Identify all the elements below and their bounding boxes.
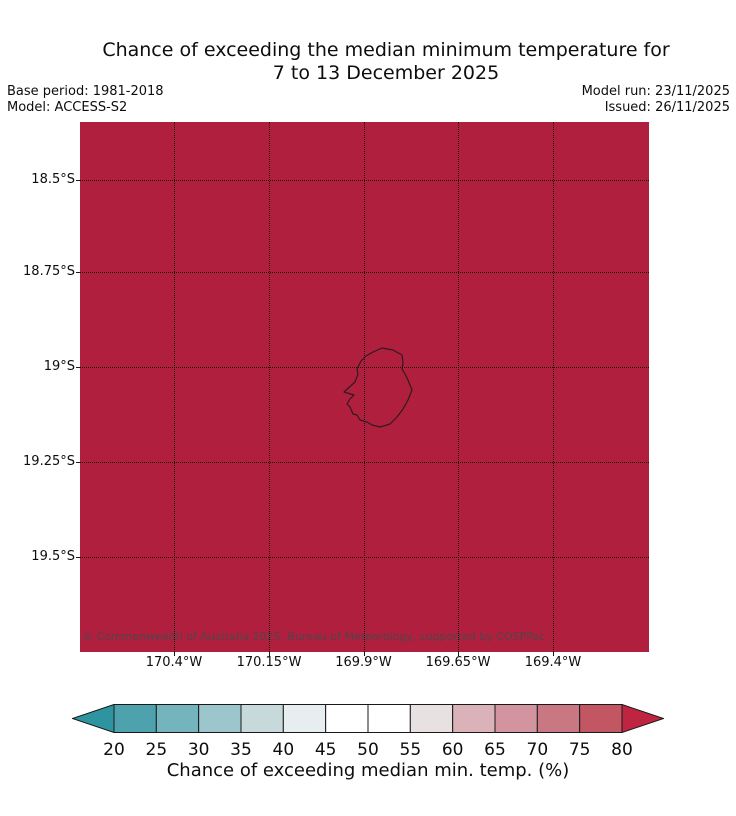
- latitude-label: 18.5°S: [31, 172, 75, 187]
- colorbar-segment: [155, 704, 200, 733]
- colorbar-segment: [198, 704, 242, 733]
- longitude-tick: [269, 652, 270, 656]
- island-outline-niue: [343, 347, 413, 428]
- longitude-tick: [458, 652, 459, 656]
- meridian-gridline: [174, 122, 175, 652]
- colorbar-tick-label: 30: [187, 740, 210, 760]
- longitude-label: 169.9°W: [335, 655, 392, 670]
- title-line-1: Chance of exceeding the median minimum t…: [102, 39, 670, 61]
- colorbar-segment: [113, 704, 157, 733]
- longitude-label: 169.4°W: [524, 655, 582, 670]
- parallel-gridline: [80, 462, 649, 463]
- longitude-tick: [363, 652, 365, 656]
- latitude-tick: [76, 557, 80, 558]
- issued-date-text: Issued: 26/11/2025: [604, 100, 730, 115]
- latitude-label: 18.75°S: [23, 264, 75, 279]
- colorbar-tick-label: 65: [484, 740, 506, 760]
- colorbar-tick-label: 60: [441, 740, 464, 760]
- longitude-tick: [553, 652, 554, 656]
- colorbar-over-arrow: [621, 704, 664, 733]
- colorbar-segment: [452, 704, 496, 733]
- latitude-label: 19.5°S: [31, 549, 75, 564]
- colorbar-tick-label: 40: [272, 740, 295, 760]
- longitude-tick: [174, 652, 175, 656]
- title-line-2: 7 to 13 December 2025: [272, 62, 500, 84]
- parallel-gridline: [80, 272, 649, 273]
- parallel-gridline: [80, 557, 649, 558]
- meridian-gridline: [363, 122, 365, 652]
- meridian-gridline: [553, 122, 554, 652]
- latitude-tick: [76, 462, 80, 463]
- latitude-tick: [76, 272, 80, 273]
- colorbar-segment: [240, 704, 284, 733]
- parallel-gridline: [80, 367, 649, 368]
- colorbar-tick-label: 35: [230, 740, 252, 760]
- colorbar-label: Chance of exceeding median min. temp. (%…: [166, 760, 570, 781]
- colorbar-tick-label: 55: [399, 740, 422, 760]
- colorbar-segment: [367, 704, 411, 733]
- colorbar-tick-label: 50: [357, 740, 379, 760]
- colorbar-segment: [536, 704, 581, 733]
- colorbar-tick-label: 20: [103, 740, 125, 760]
- meridian-gridline: [458, 122, 459, 652]
- longitude-label: 170.15°W: [236, 655, 302, 670]
- parallel-gridline: [80, 180, 649, 181]
- meridian-gridline: [269, 122, 270, 652]
- latitude-label: 19°S: [43, 359, 75, 374]
- copyright-text: © Commonwealth of Australia 2025, Bureau…: [82, 630, 546, 643]
- colorbar-segment: [494, 704, 538, 733]
- longitude-label: 170.4°W: [145, 655, 203, 670]
- colorbar-segment: [325, 704, 369, 733]
- latitude-tick: [76, 180, 80, 181]
- latitude-tick: [76, 367, 80, 368]
- model-run-text: Model run: 23/11/2025: [581, 84, 730, 99]
- colorbar-tick-label: 25: [145, 740, 168, 760]
- colorbar-under-arrow: [72, 704, 115, 733]
- colorbar-tick-label: 80: [611, 740, 633, 760]
- model-metadata-left: Base period: 1981-2018 Model: ACCESS-S2: [7, 84, 164, 116]
- probability-map: © Commonwealth of Australia 2025, Bureau…: [80, 122, 649, 652]
- colorbar-segment: [579, 704, 623, 733]
- colorbar-segment: [282, 704, 327, 733]
- colorbar-tick-label: 70: [526, 740, 549, 760]
- island-coastline-path: [343, 347, 413, 428]
- longitude-label: 169.65°W: [425, 655, 491, 670]
- latitude-label: 19.25°S: [23, 454, 75, 469]
- colorbar-tick-label: 45: [314, 740, 337, 760]
- model-name-text: Model: ACCESS-S2: [7, 100, 128, 115]
- colorbar: [72, 704, 664, 733]
- model-metadata-right: Model run: 23/11/2025 Issued: 26/11/2025: [582, 84, 730, 116]
- colorbar-tick-label: 75: [568, 740, 591, 760]
- base-period-text: Base period: 1981-2018: [7, 84, 164, 99]
- page-title: Chance of exceeding the median minimum t…: [102, 39, 669, 85]
- colorbar-segment: [409, 704, 454, 733]
